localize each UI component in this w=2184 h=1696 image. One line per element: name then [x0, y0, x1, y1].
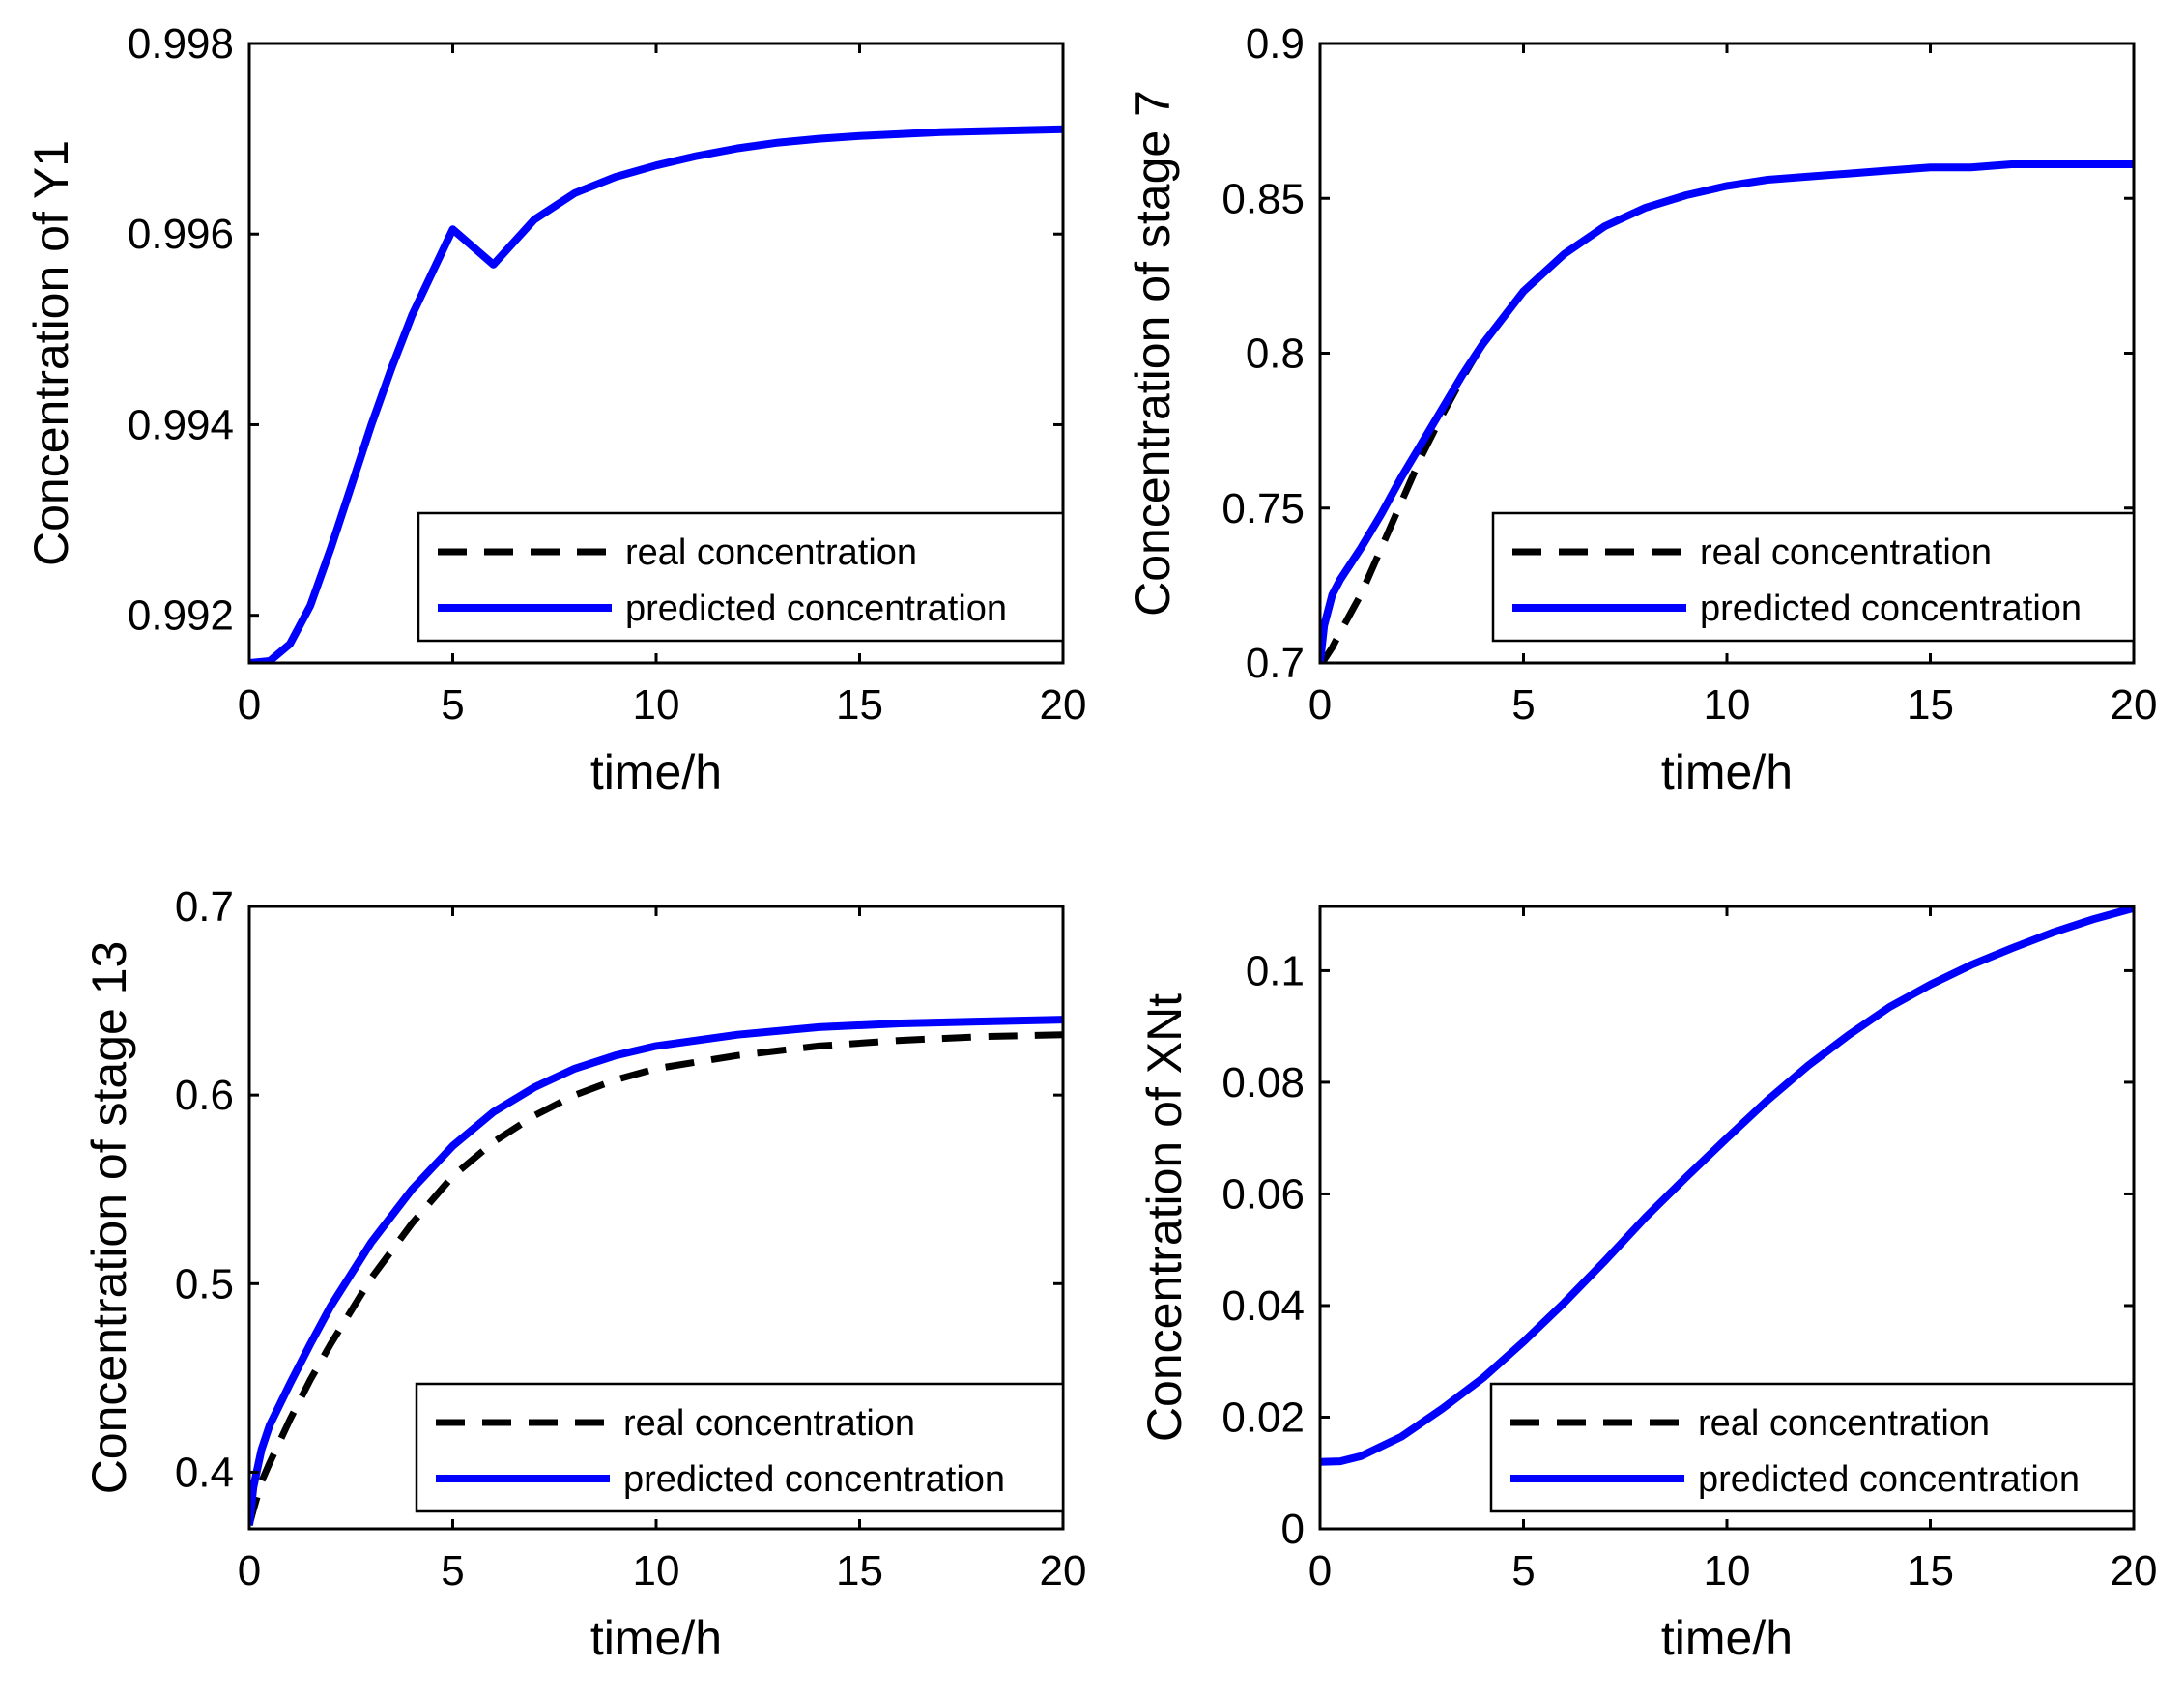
legend-label-real: real concentration [623, 1403, 915, 1444]
legend-label-real: real concentration [1698, 1403, 1990, 1444]
x-axis-label: time/h [1661, 1611, 1793, 1665]
series-line-predicted [249, 125, 1063, 663]
y-axis-label: Concentration of stage 13 [82, 941, 136, 1495]
x-tick-label: 5 [441, 1547, 464, 1595]
x-tick-label: 15 [1907, 681, 1954, 729]
y-tick-label: 0 [1281, 1506, 1305, 1553]
x-tick-label: 0 [238, 1547, 261, 1595]
x-tick-label: 0 [1308, 681, 1332, 729]
legend: real concentration predicted concentratio… [1491, 511, 2136, 643]
legend-box [1489, 1382, 2136, 1513]
chart-stage7: 0 5 10 15 20 0.7 0.75 0.8 0.85 0.9 time/h Concentra… [1126, 20, 2157, 799]
series-line-predicted [249, 1016, 1063, 1526]
chart-y1: 0 5 10 15 20 0.992 0.994 0.996 0.998 time/h Concen… [24, 20, 1086, 799]
legend-label-predicted: predicted concentration [1700, 589, 2082, 629]
x-axis-label: time/h [590, 1611, 722, 1665]
y-tick-label: 0.7 [175, 883, 234, 931]
x-tick-label: 5 [1511, 681, 1535, 729]
y-axis-label: Concentration of XNt [1137, 993, 1192, 1442]
y-axis-label: Concentration of stage 7 [1126, 90, 1180, 617]
legend-label-real: real concentration [625, 532, 917, 573]
x-tick-label: 15 [836, 681, 883, 729]
x-tick-label: 10 [1704, 1547, 1751, 1595]
legend: real concentration predicted concentratio… [417, 511, 1065, 643]
x-tick-label: 20 [2111, 681, 2158, 729]
y-tick-label: 0.75 [1221, 485, 1305, 532]
y-tick-label: 0.8 [1246, 331, 1305, 378]
charts-root: 0 5 10 15 20 0.992 0.994 0.996 0.998 time/h Concen… [24, 20, 2157, 1665]
series-line-real [249, 1031, 1063, 1527]
y-tick-label: 0.6 [175, 1072, 234, 1119]
x-tick-label: 15 [1907, 1547, 1954, 1595]
x-tick-label: 0 [238, 681, 261, 729]
y-axis-label: Concentration of Y1 [24, 140, 78, 566]
y-tick-label: 0.996 [128, 211, 234, 258]
y-tick-label: 0.7 [1246, 640, 1305, 687]
y-tick-label: 0.06 [1221, 1170, 1305, 1218]
y-tick-label: 0.85 [1221, 175, 1305, 222]
y-tick-label: 0.4 [175, 1449, 234, 1496]
x-tick-label: 20 [1040, 1547, 1087, 1595]
x-tick-label: 20 [2111, 1547, 2158, 1595]
y-tick-label: 0.994 [128, 401, 234, 448]
series-line-predicted [1320, 160, 2134, 663]
x-tick-label: 5 [1511, 1547, 1535, 1595]
x-tick-label: 15 [836, 1547, 883, 1595]
y-tick-label: 0.992 [128, 592, 234, 640]
y-tick-label: 0.02 [1221, 1394, 1305, 1441]
x-tick-label: 10 [633, 681, 680, 729]
x-tick-label: 10 [633, 1547, 680, 1595]
y-tick-label: 0.9 [1246, 20, 1305, 68]
legend-label-predicted: predicted concentration [625, 589, 1007, 629]
y-tick-label: 0.08 [1221, 1059, 1305, 1107]
legend-box [417, 511, 1065, 643]
y-tick-label: 0.998 [128, 20, 234, 68]
series-line-predicted [1320, 906, 2134, 1466]
legend: real concentration predicted concentratio… [415, 1382, 1065, 1513]
legend: real concentration predicted concentratio… [1489, 1382, 2136, 1513]
x-tick-label: 5 [441, 681, 464, 729]
x-tick-label: 10 [1704, 681, 1751, 729]
chart-stage13: 0 5 10 15 20 0.4 0.5 0.6 0.7 time/h Concentration … [82, 883, 1086, 1665]
legend-label-predicted: predicted concentration [1698, 1459, 2080, 1500]
y-tick-label: 0.5 [175, 1260, 234, 1308]
legend-label-predicted: predicted concentration [623, 1459, 1005, 1500]
legend-label-real: real concentration [1700, 532, 1992, 573]
legend-box [415, 1382, 1065, 1513]
chart-xnt: 0 5 10 15 20 0 0.02 0.04 0.06 0.08 0.1 time/h Concen… [1137, 905, 2158, 1665]
x-axis-label: time/h [590, 745, 722, 799]
y-tick-label: 0.1 [1246, 947, 1305, 994]
legend-box [1491, 511, 2136, 643]
x-tick-label: 20 [1040, 681, 1087, 729]
x-tick-label: 0 [1308, 1547, 1332, 1595]
y-tick-label: 0.04 [1221, 1282, 1305, 1330]
x-axis-label: time/h [1661, 745, 1793, 799]
